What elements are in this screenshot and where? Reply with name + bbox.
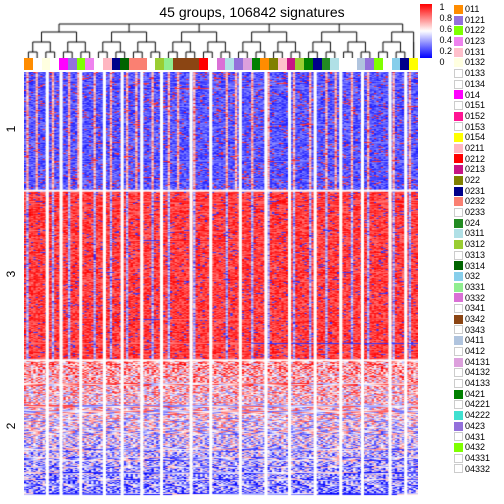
legend-item: 04222 [454, 410, 502, 421]
legend-item: 0342 [454, 314, 502, 325]
dendrogram [24, 20, 418, 58]
legend-item: 0132 [454, 57, 502, 68]
legend-item: 0133 [454, 68, 502, 79]
legend-item: 022 [454, 175, 502, 186]
legend-item: 0232 [454, 196, 502, 207]
legend-item: 0121 [454, 15, 502, 26]
legend-item: 04332 [454, 464, 502, 475]
legend-item: 0151 [454, 100, 502, 111]
colorbar [420, 4, 432, 58]
group-color-bar [24, 58, 418, 70]
legend-item: 0312 [454, 239, 502, 250]
legend-item: 04331 [454, 453, 502, 464]
legend-item: 014 [454, 90, 502, 101]
legend-item: 0341 [454, 303, 502, 314]
legend: 0110121012201230131013201330134014015101… [454, 4, 502, 474]
chart-title: 45 groups, 106842 signatures [159, 4, 344, 20]
legend-item: 0332 [454, 293, 502, 304]
legend-item: 0153 [454, 122, 502, 133]
legend-item: 011 [454, 4, 502, 15]
legend-item: 0313 [454, 250, 502, 261]
legend-item: 0134 [454, 79, 502, 90]
legend-item: 04132 [454, 367, 502, 378]
legend-item: 0314 [454, 261, 502, 272]
legend-item: 024 [454, 218, 502, 229]
colorbar-ticks: 10.80.60.40.20 [439, 2, 452, 68]
legend-item: 0233 [454, 207, 502, 218]
legend-item: 0311 [454, 228, 502, 239]
legend-item: 0421 [454, 389, 502, 400]
legend-item: 0152 [454, 111, 502, 122]
legend-item: 0432 [454, 442, 502, 453]
legend-item: 0412 [454, 346, 502, 357]
legend-item: 0154 [454, 132, 502, 143]
legend-item: 0423 [454, 421, 502, 432]
legend-item: 0331 [454, 282, 502, 293]
legend-item: 0123 [454, 36, 502, 47]
legend-item: 04221 [454, 399, 502, 410]
legend-item: 04131 [454, 357, 502, 368]
legend-item: 0212 [454, 154, 502, 165]
legend-item: 0231 [454, 186, 502, 197]
legend-item: 0411 [454, 335, 502, 346]
row-cluster-labels: 132 [2, 72, 20, 496]
legend-item: 04133 [454, 378, 502, 389]
legend-item: 0431 [454, 432, 502, 443]
legend-item: 032 [454, 271, 502, 282]
legend-item: 0211 [454, 143, 502, 154]
legend-item: 0122 [454, 25, 502, 36]
legend-item: 0213 [454, 164, 502, 175]
legend-item: 0343 [454, 325, 502, 336]
legend-item: 0131 [454, 47, 502, 58]
heatmap [24, 72, 418, 496]
